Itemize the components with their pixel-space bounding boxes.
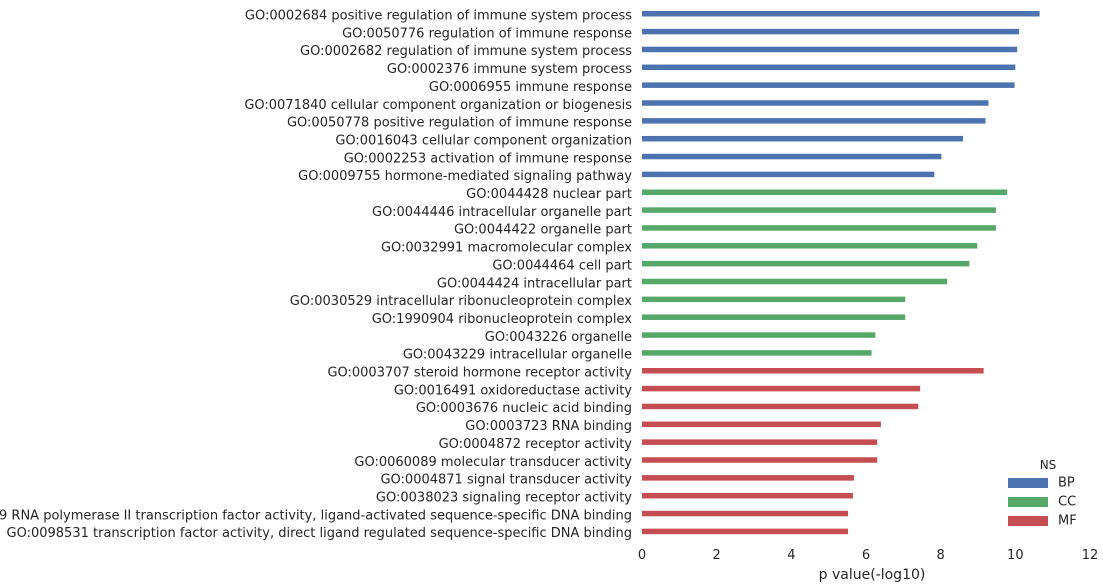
bars-group: [642, 11, 1040, 535]
category-label: GO:0002682 regulation of immune system p…: [300, 44, 632, 59]
category-label: GO:0044424 intracellular part: [437, 276, 632, 291]
bar: [642, 82, 1015, 88]
bar: [642, 314, 906, 320]
category-label: GO:0016043 cellular component organizati…: [335, 133, 632, 148]
bar: [642, 171, 935, 178]
category-label: GO:0016491 oxidoreductase activity: [394, 383, 632, 398]
category-label: GO:0002376 immune system process: [387, 62, 632, 77]
bar: [642, 243, 978, 249]
bar: [642, 11, 1040, 17]
bar: [642, 28, 1020, 35]
category-label: GO:0003723 RNA binding: [465, 419, 632, 434]
legend: NS BP CC MF: [1008, 458, 1077, 529]
legend-label-mf: MF: [1058, 514, 1077, 529]
category-label: GO:0006955 immune response: [429, 80, 632, 95]
category-label: GO:0004879 RNA polymerase II transcripti…: [0, 508, 632, 523]
x-tick-label: 10: [1007, 548, 1024, 563]
bar: [642, 439, 878, 445]
category-label: GO:0043226 organelle: [485, 330, 632, 345]
bar: [642, 296, 906, 303]
category-label: GO:0003676 nucleic acid binding: [416, 401, 632, 416]
legend-swatch-mf: [1008, 516, 1048, 526]
bar: [642, 528, 849, 535]
x-axis-title: p value(-log10): [819, 567, 926, 583]
bar: [642, 225, 996, 231]
category-label: GO:0050776 regulation of immune response: [342, 26, 632, 41]
bar: [642, 421, 881, 428]
bar: [642, 46, 1018, 53]
category-label: GO:1990904 ribonucleoprotein complex: [372, 312, 633, 327]
bar: [642, 118, 986, 124]
x-tick-label: 2: [713, 548, 721, 563]
bar: [642, 492, 853, 499]
category-labels: GO:0002684 positive regulation of immune…: [0, 9, 632, 542]
x-axis: 0 2 4 6 8 10 12: [638, 548, 1098, 563]
bar: [642, 189, 1008, 195]
category-label: GO:0038023 signaling receptor activity: [376, 490, 632, 505]
bar: [642, 135, 964, 142]
legend-swatch-bp: [1008, 478, 1048, 488]
category-label: GO:0004872 receptor activity: [439, 437, 633, 452]
category-label: GO:0060089 molecular transducer activity: [354, 455, 632, 470]
bar: [642, 100, 989, 106]
category-label: GO:0043229 intracellular organelle: [403, 348, 632, 363]
legend-title: NS: [1040, 458, 1057, 472]
legend-swatch-cc: [1008, 497, 1048, 507]
bar: [642, 153, 942, 160]
legend-label-bp: BP: [1058, 476, 1075, 491]
bar: [642, 457, 878, 463]
bar: [642, 510, 849, 517]
bar: [642, 260, 970, 267]
x-tick-label: 8: [937, 548, 945, 563]
category-label: GO:0002253 activation of immune response: [344, 151, 632, 166]
bar: [642, 368, 984, 374]
category-label: GO:0009755 hormone-mediated signaling pa…: [298, 169, 632, 184]
bar: [642, 385, 921, 392]
x-tick-label: 12: [1082, 548, 1099, 563]
bar: [642, 332, 876, 338]
category-label: GO:0044464 cell part: [492, 258, 632, 273]
x-tick-label: 4: [787, 548, 795, 563]
bar: [642, 350, 872, 356]
bar: [642, 475, 855, 481]
category-label: GO:0004871 signal transducer activity: [380, 473, 632, 488]
category-label: GO:0098531 transcription factor activity…: [7, 526, 632, 541]
category-label: GO:0044428 nuclear part: [466, 187, 632, 202]
category-label: GO:0044422 organelle part: [454, 223, 632, 238]
bar: [642, 64, 1016, 71]
x-tick-label: 6: [862, 548, 870, 563]
category-label: GO:0030529 intracellular ribonucleoprote…: [290, 294, 633, 309]
category-label: GO:0044446 intracellular organelle part: [372, 205, 632, 220]
bar: [642, 403, 919, 410]
category-label: GO:0002684 positive regulation of immune…: [245, 9, 632, 24]
x-tick-label: 0: [638, 548, 646, 563]
legend-label-cc: CC: [1058, 495, 1076, 510]
category-label: GO:0003707 steroid hormone receptor acti…: [327, 366, 632, 381]
bar: [642, 278, 948, 285]
category-label: GO:0032991 macromolecular complex: [381, 241, 632, 256]
category-label: GO:0071840 cellular component organizati…: [244, 98, 632, 113]
bar: [642, 207, 996, 213]
category-label: GO:0050778 positive regulation of immune…: [287, 116, 632, 131]
